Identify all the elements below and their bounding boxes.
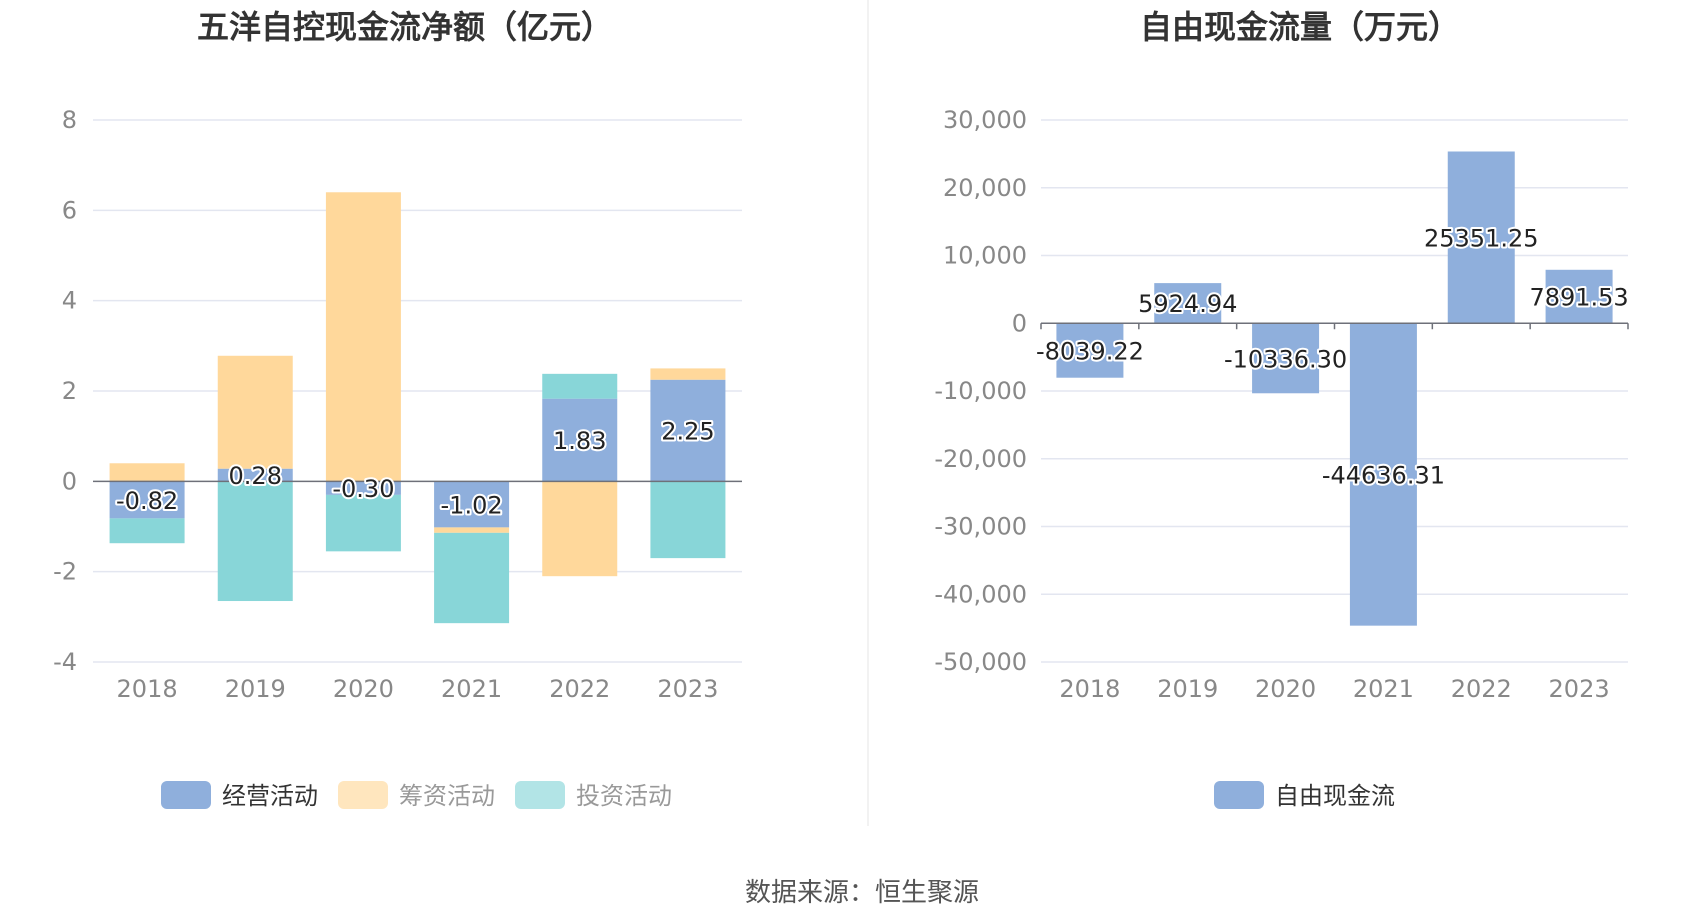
- x-tick-label: 2018: [117, 675, 178, 703]
- data-label: 0.28: [229, 462, 282, 490]
- bar-筹资活动-2019: [217, 355, 293, 469]
- bar-经营活动-2020: [325, 481, 401, 495]
- bar-投资活动-2022: [542, 373, 618, 399]
- bar-自由现金流-2022: [1447, 151, 1515, 324]
- y-tick-label: -20,000: [934, 445, 1027, 473]
- bar-自由现金流-2021: [1349, 323, 1417, 626]
- bar-筹资活动-2022: [542, 481, 618, 577]
- legend-label-筹资活动: 筹资活动: [399, 782, 495, 810]
- bar-筹资活动-2021: [434, 527, 510, 533]
- data-label: -8039.22: [1036, 337, 1144, 365]
- bar-投资活动-2019: [217, 481, 293, 602]
- legend-swatch-经营活动: [161, 781, 211, 809]
- y-tick-label: 8: [62, 106, 77, 134]
- data-label: -1.02: [441, 491, 503, 519]
- bar-筹资活动-2020: [325, 192, 401, 482]
- bar-经营活动-2023: [650, 379, 726, 482]
- y-tick-label: -50,000: [934, 648, 1027, 676]
- data-label: 1.83: [553, 427, 606, 455]
- legend-swatch-自由现金流: [1214, 781, 1264, 809]
- left-chart: 8 6 4 2 0 -2 -4 2018 2019 2020 2021 2022 2023 -0.82 0.…: [53, 106, 742, 810]
- bar-经营活动-2022: [542, 398, 618, 482]
- data-label: 2.25: [661, 418, 714, 446]
- left-chart-title: 五洋自控现金流净额（亿元）: [197, 8, 613, 46]
- data-label: -0.30: [332, 475, 394, 503]
- x-tick-label: 2020: [1255, 675, 1316, 703]
- data-label: -0.82: [116, 487, 178, 515]
- data-label: 5924.94: [1138, 290, 1237, 318]
- legend-label-投资活动: 投资活动: [576, 782, 672, 810]
- y-tick-label: 6: [62, 196, 77, 224]
- data-label: 7891.53: [1529, 284, 1628, 312]
- bar-投资活动-2021: [434, 532, 510, 624]
- bar-投资活动-2020: [325, 494, 401, 552]
- legend-label-经营活动: 经营活动: [222, 782, 318, 810]
- bar-自由现金流-2023: [1545, 269, 1613, 324]
- x-tick-label: 2023: [1549, 675, 1610, 703]
- x-tick-label: 2023: [657, 675, 718, 703]
- legend-swatch-投资活动: [515, 781, 565, 809]
- source-note: 数据来源：恒生聚源: [745, 878, 979, 908]
- bar-筹资活动-2023: [650, 368, 726, 380]
- right-chart: 30,000 20,000 10,000 0 -10,000 -20,000 -30,000…: [934, 106, 1630, 810]
- y-tick-label: 0: [1012, 309, 1027, 337]
- legend-label-自由现金流: 自由现金流: [1275, 782, 1395, 810]
- x-tick-label: 2021: [441, 675, 502, 703]
- x-tick-label: 2021: [1353, 675, 1414, 703]
- y-tick-label: -4: [53, 648, 77, 676]
- y-tick-label: 20,000: [943, 174, 1027, 202]
- data-label: -44636.31: [1322, 461, 1445, 489]
- y-tick-label: 10,000: [943, 242, 1027, 270]
- x-tick-label: 2020: [333, 675, 394, 703]
- bar-自由现金流-2019: [1154, 283, 1222, 324]
- x-tick-label: 2018: [1059, 675, 1120, 703]
- right-chart-title: 自由现金流量（万元）: [1140, 8, 1460, 46]
- y-tick-label: -2: [53, 558, 77, 586]
- bar-经营活动-2021: [434, 481, 510, 528]
- bar-投资活动-2023: [650, 481, 726, 559]
- data-label: 25351.25: [1424, 224, 1539, 252]
- x-tick-label: 2022: [549, 675, 610, 703]
- y-tick-label: 4: [62, 287, 77, 315]
- x-tick-label: 2022: [1451, 675, 1512, 703]
- y-tick-label: -30,000: [934, 513, 1027, 541]
- x-tick-label: 2019: [1157, 675, 1218, 703]
- y-tick-label: -10,000: [934, 377, 1027, 405]
- bar-经营活动-2018: [109, 481, 185, 519]
- bar-自由现金流-2018: [1056, 323, 1124, 378]
- bar-经营活动-2019: [217, 468, 293, 482]
- bar-投资活动-2018: [109, 518, 185, 544]
- data-label: -10336.30: [1224, 345, 1347, 373]
- y-tick-label: 30,000: [943, 106, 1027, 134]
- bar-自由现金流-2020: [1252, 323, 1320, 394]
- bar-筹资活动-2018: [109, 463, 185, 482]
- y-tick-label: 2: [62, 377, 77, 405]
- x-tick-label: 2019: [225, 675, 286, 703]
- legend-swatch-筹资活动: [338, 781, 388, 809]
- y-tick-label: 0: [62, 467, 77, 495]
- y-tick-label: -40,000: [934, 580, 1027, 608]
